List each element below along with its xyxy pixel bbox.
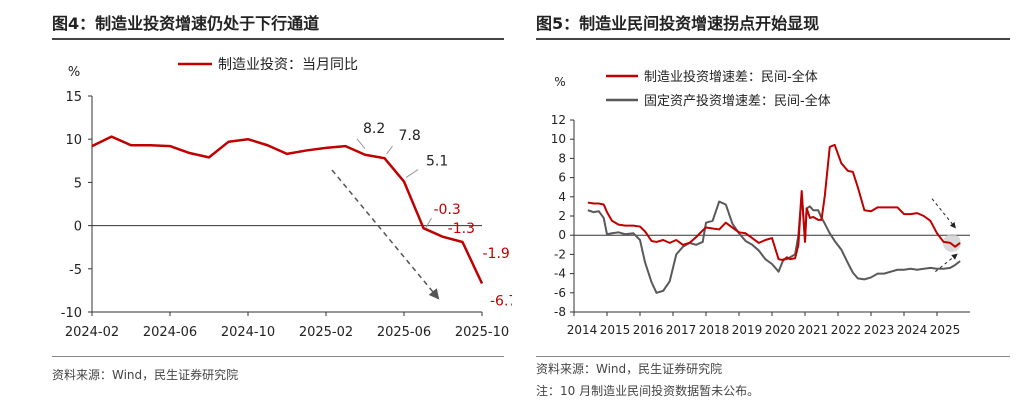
left-y-tick-label: 0 [74, 220, 82, 235]
right-x-tick-label: 2024 [897, 323, 928, 337]
right-bottom-rule [536, 356, 1010, 357]
left-x-tick-label: 2025-10 [455, 325, 509, 340]
left-y-tick-label: 5 [74, 176, 82, 191]
left-y-tick-label: -5 [69, 263, 82, 278]
right-y-tick-label: 12 [551, 113, 566, 127]
left-x-tick-label: 2025-06 [377, 325, 431, 340]
right-chart-title: 图5：制造业民间投资增速拐点开始显现 [536, 14, 820, 33]
right-y-unit: % [554, 75, 565, 89]
left-panel: 图4：制造业投资增速仍处于下行通道 -10 -5 0 5 10 15% 2024-02 202… [52, 14, 512, 382]
right-turning-point-marker [942, 233, 961, 252]
right-trend-arrow-up [935, 253, 958, 273]
left-chart-title: 图4：制造业投资增速仍处于下行通道 [52, 14, 320, 33]
left-y-tick-label: 15 [65, 90, 82, 105]
right-series-line [587, 143, 961, 262]
right-y-tick-label: 0 [558, 228, 566, 242]
right-x-tick-label: 2017 [666, 323, 697, 337]
right-x-tick-label: 2018 [699, 323, 730, 337]
right-x-tick-label: 2019 [732, 323, 763, 337]
right-y-tick-label: -4 [554, 267, 566, 281]
left-data-label: -1.3 [448, 221, 475, 237]
left-x-tick-label: 2024-06 [143, 325, 197, 340]
left-bottom-rule [52, 356, 504, 357]
right-legend-label: 制造业投资增速差：民间-全体 [644, 69, 818, 85]
left-legend-label: 制造业投资：当月同比 [218, 57, 358, 73]
right-y-tick-label: -8 [554, 305, 566, 319]
right-y-tick-label: 10 [551, 132, 566, 146]
right-trend-arrow-down [931, 198, 956, 229]
left-data-label: -1.9 [483, 246, 510, 262]
left-y-unit: % [68, 65, 80, 80]
left-data-label-leader [386, 145, 393, 155]
right-series-line [587, 191, 961, 294]
right-x-tick-label: 2016 [633, 323, 664, 337]
left-trend-arrow [331, 169, 440, 300]
left-source: 资料来源：Wind，民生证券研究院 [52, 368, 239, 382]
left-x-tick-label: 2024-10 [221, 325, 275, 340]
right-y-tick-label: 8 [558, 151, 566, 165]
left-title-rule [52, 38, 504, 40]
right-note: 注：10 月制造业民间投资数据暂未公布。 [536, 384, 760, 398]
right-x-tick-label: 2025 [930, 323, 961, 337]
right-panel: 图5：制造业民间投资增速拐点开始显现 -8 -6 -4 -2 0 2 4 6 8 10 12% 201… [520, 0, 1024, 412]
left-data-label-leader [356, 138, 366, 150]
left-data-label: -6.7 [490, 293, 512, 309]
left-data-label-leader [425, 217, 432, 229]
left-chart: -10 -5 0 5 10 15% 2024-02 2024-06 2024-10 2025-02… [61, 57, 512, 340]
right-y-tick-label: 2 [558, 209, 566, 223]
right-y-tick-label: 6 [558, 171, 566, 185]
left-data-label: 5.1 [426, 154, 448, 170]
right-y-tick-label: -6 [554, 286, 566, 300]
right-x-tick-label: 2022 [831, 323, 862, 337]
right-x-tick-label: 2020 [765, 323, 796, 337]
left-y-tick-label: -10 [61, 306, 82, 321]
right-y-tick-label: -2 [554, 247, 566, 261]
right-x-tick-label: 2014 [567, 323, 598, 337]
left-data-label-leader [405, 169, 419, 178]
left-y-tick-label: 10 [65, 133, 82, 148]
right-legend-label: 固定资产投资增速差：民间-全体 [644, 93, 831, 109]
left-series-line [91, 135, 484, 285]
left-x-tick-label: 2025-02 [299, 325, 353, 340]
right-y-tick-label: 4 [558, 190, 566, 204]
left-x-tick-label: 2024-02 [65, 325, 119, 340]
right-source: 资料来源：Wind，民生证券研究院 [536, 362, 723, 376]
right-x-tick-label: 2023 [864, 323, 895, 337]
right-x-tick-label: 2021 [798, 323, 829, 337]
left-data-label: -0.3 [434, 202, 461, 218]
right-title-rule [536, 38, 1010, 40]
left-data-label: 7.8 [399, 128, 421, 144]
right-x-tick-label: 2015 [600, 323, 631, 337]
left-data-label: 8.2 [363, 121, 385, 137]
